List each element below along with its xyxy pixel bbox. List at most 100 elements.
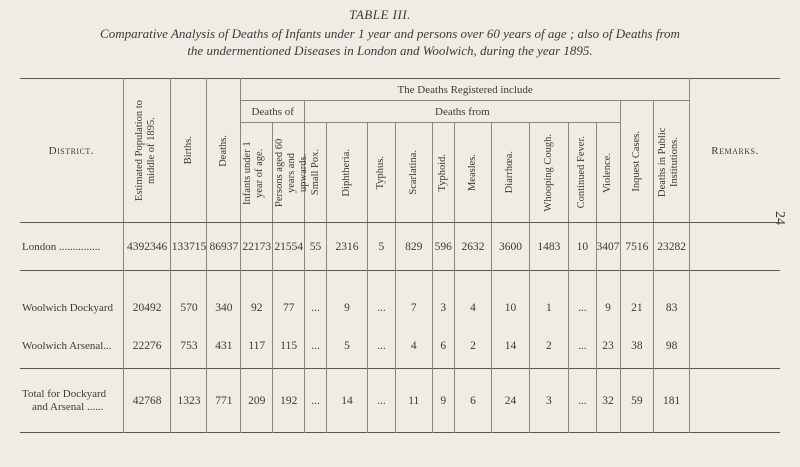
table-title: TABLE III.: [349, 7, 411, 22]
table-row-woolwich-arsenal: Woolwich Arsenal... 22276 753 431 117 11…: [20, 324, 780, 369]
cell-typhus: ...: [367, 368, 396, 433]
cell-diarrhoea: 24: [491, 368, 530, 433]
cell-typhoid: 6: [431, 324, 455, 369]
cell-public-institutions: 83: [653, 290, 690, 325]
cell-violence: 23: [595, 324, 621, 369]
cell-public-institutions: 181: [653, 368, 690, 433]
header-district: District.: [20, 78, 124, 223]
table-row-london: London ............... 4392346 133715 86…: [20, 222, 780, 271]
cell-district: Woolwich Dockyard: [22, 301, 114, 314]
cell-small-pox: ...: [304, 290, 327, 325]
cell-inquest-cases: 38: [619, 324, 654, 369]
cell-deaths: 431: [206, 324, 241, 369]
cell-remarks: [688, 324, 780, 369]
cell-typhoid: 3: [431, 290, 455, 325]
cell-whooping-cough: 3: [528, 368, 569, 433]
cell-remarks: [688, 222, 780, 271]
cell-scarlatina: 11: [394, 368, 433, 433]
header-whooping-cough: Whooping Cough.: [528, 122, 569, 223]
cell-whooping-cough: 1: [528, 290, 569, 325]
cell-diphtheria: 14: [325, 368, 368, 433]
cell-typhus: ...: [367, 290, 396, 325]
header-continued-fever: Continued Fever.: [568, 122, 597, 223]
cell-scarlatina: 4: [394, 324, 433, 369]
header-registered-group: The Deaths Registered include: [240, 78, 690, 101]
cell-diphtheria: 2316: [325, 222, 368, 271]
cell-population: 4392346: [122, 222, 171, 271]
cell-deaths: 771: [206, 368, 241, 433]
cell-continued-fever: ...: [568, 290, 597, 325]
cell-persons-aged: 77: [272, 290, 305, 325]
subtitle-line-1: Comparative Analysis of Deaths of Infant…: [100, 26, 680, 41]
cell-violence: 9: [595, 290, 621, 325]
cell-measles: 6: [453, 368, 492, 433]
cell-typhus: 5: [367, 222, 396, 271]
mortality-table: District. Estimated Population to middle…: [20, 78, 780, 433]
cell-public-institutions: 23282: [653, 222, 690, 271]
cell-small-pox: ...: [304, 368, 327, 433]
cell-population: 22276: [122, 324, 171, 369]
cell-scarlatina: 7: [394, 290, 433, 325]
header-remarks: Remarks.: [688, 78, 780, 223]
cell-district: London ...............: [22, 240, 101, 253]
cell-measles: 2632: [453, 222, 492, 271]
cell-population: 20492: [122, 290, 171, 325]
cell-persons-aged: 192: [272, 368, 305, 433]
cell-whooping-cough: 1483: [528, 222, 569, 271]
cell-inquest-cases: 59: [619, 368, 654, 433]
cell-deaths: 86937: [206, 222, 241, 271]
header-deaths-from-group: Deaths from: [304, 100, 621, 123]
table-row-woolwich-dockyard: Woolwich Dockyard 20492 570 340 92 77 ..…: [20, 290, 780, 325]
table-body: London ............... 4392346 133715 86…: [20, 222, 780, 433]
cell-whooping-cough: 2: [528, 324, 569, 369]
cell-infants: 117: [240, 324, 273, 369]
header-population: Estimated Population to middle of 1895.: [122, 78, 171, 223]
header-violence: Violence.: [595, 122, 621, 223]
cell-small-pox: 55: [304, 222, 327, 271]
cell-births: 753: [170, 324, 207, 369]
header-persons-aged: Persons aged 60 years and upwards.: [272, 122, 309, 223]
cell-infants: 92: [240, 290, 273, 325]
cell-deaths: 340: [206, 290, 241, 325]
header-inquest-cases: Inquest Cases.: [619, 100, 654, 223]
cell-infants: 22173: [240, 222, 273, 271]
header-measles: Measles.: [453, 122, 492, 223]
header-public-institutions: Deaths in Public Institutions.: [653, 100, 690, 223]
cell-diarrhoea: 10: [491, 290, 530, 325]
cell-typhoid: 596: [431, 222, 455, 271]
cell-measles: 4: [453, 290, 492, 325]
cell-diarrhoea: 14: [491, 324, 530, 369]
cell-births: 570: [170, 290, 207, 325]
header-small-pox: Small Pox.: [304, 122, 327, 223]
header-infants: Infants under 1 year of age.: [240, 122, 273, 223]
header-scarlatina: Scarlatina.: [394, 122, 433, 223]
cell-inquest-cases: 7516: [619, 222, 654, 271]
cell-scarlatina: 829: [394, 222, 433, 271]
cell-population: 42768: [122, 368, 171, 433]
header-deaths: Deaths.: [206, 78, 241, 223]
cell-persons-aged: 21554: [272, 222, 305, 271]
header-diphtheria: Diphtheria.: [325, 122, 368, 223]
table-header: District. Estimated Population to middle…: [20, 78, 780, 223]
subtitle-line-2: the undermentioned Diseases in London an…: [187, 43, 593, 58]
cell-births: 1323: [170, 368, 207, 433]
cell-continued-fever: 10: [568, 222, 597, 271]
cell-small-pox: ...: [304, 324, 327, 369]
cell-diarrhoea: 3600: [491, 222, 530, 271]
cell-diphtheria: 5: [325, 324, 368, 369]
table-subtitle: Comparative Analysis of Deaths of Infant…: [30, 25, 750, 59]
header-deaths-of-group: Deaths of: [240, 100, 305, 123]
cell-diphtheria: 9: [325, 290, 368, 325]
header-typhus: Typhus.: [367, 122, 396, 223]
cell-typhoid: 9: [431, 368, 455, 433]
cell-district: Total for Dockyard and Arsenal ......: [22, 387, 107, 413]
cell-district: Woolwich Arsenal...: [22, 340, 112, 353]
cell-public-institutions: 98: [653, 324, 690, 369]
cell-violence: 32: [595, 368, 621, 433]
cell-infants: 209: [240, 368, 273, 433]
cell-births: 133715: [170, 222, 207, 271]
cell-inquest-cases: 21: [619, 290, 654, 325]
cell-remarks: [688, 290, 780, 325]
cell-measles: 2: [453, 324, 492, 369]
cell-remarks: [688, 368, 780, 433]
